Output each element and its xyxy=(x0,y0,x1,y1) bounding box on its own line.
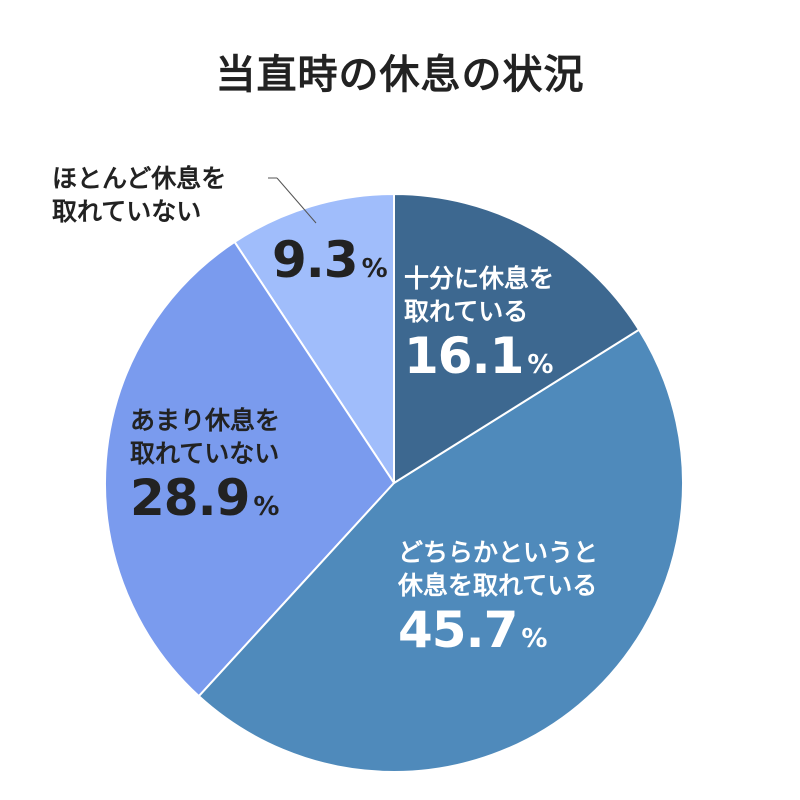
slice-value: 16.1 xyxy=(404,327,524,385)
pie-slice-1 xyxy=(197,328,684,773)
label-line: 十分に休息を xyxy=(404,264,555,293)
label-line: 取れている xyxy=(404,297,529,326)
label-line: 休息を取れている xyxy=(398,571,598,600)
unit: % xyxy=(527,350,553,380)
slice-label-2: あまり休息を 取れていない 28.9% xyxy=(130,404,280,535)
slice-label-3: ほとんど休息を 取れていない xyxy=(52,162,226,228)
chart-title: 当直時の休息の状況 xyxy=(215,52,585,98)
slice-value-3: 9.3% xyxy=(272,231,388,297)
unit: % xyxy=(253,492,279,522)
pie-slice-2 xyxy=(104,240,396,698)
label-line: 取れていない xyxy=(130,439,280,468)
slice-label-1: どちらかというと 休息を取れている 45.7% xyxy=(398,536,598,667)
pie-slice-0 xyxy=(393,192,641,485)
slice-value: 45.7 xyxy=(398,601,518,659)
unit: % xyxy=(521,624,547,654)
slice-label-0: 十分に休息を 取れている 16.1% xyxy=(404,262,554,393)
label-line: ほとんど休息を xyxy=(52,164,227,193)
slice-value: 28.9 xyxy=(130,469,250,527)
slice-value: 9.3 xyxy=(272,231,359,289)
label-line: 取れていない xyxy=(52,197,202,226)
callout-line xyxy=(276,177,317,224)
label-line: どちらかというと xyxy=(398,538,599,567)
unit: % xyxy=(361,254,388,284)
label-line: あまり休息を xyxy=(130,406,281,435)
pie-slice-3 xyxy=(233,192,395,487)
